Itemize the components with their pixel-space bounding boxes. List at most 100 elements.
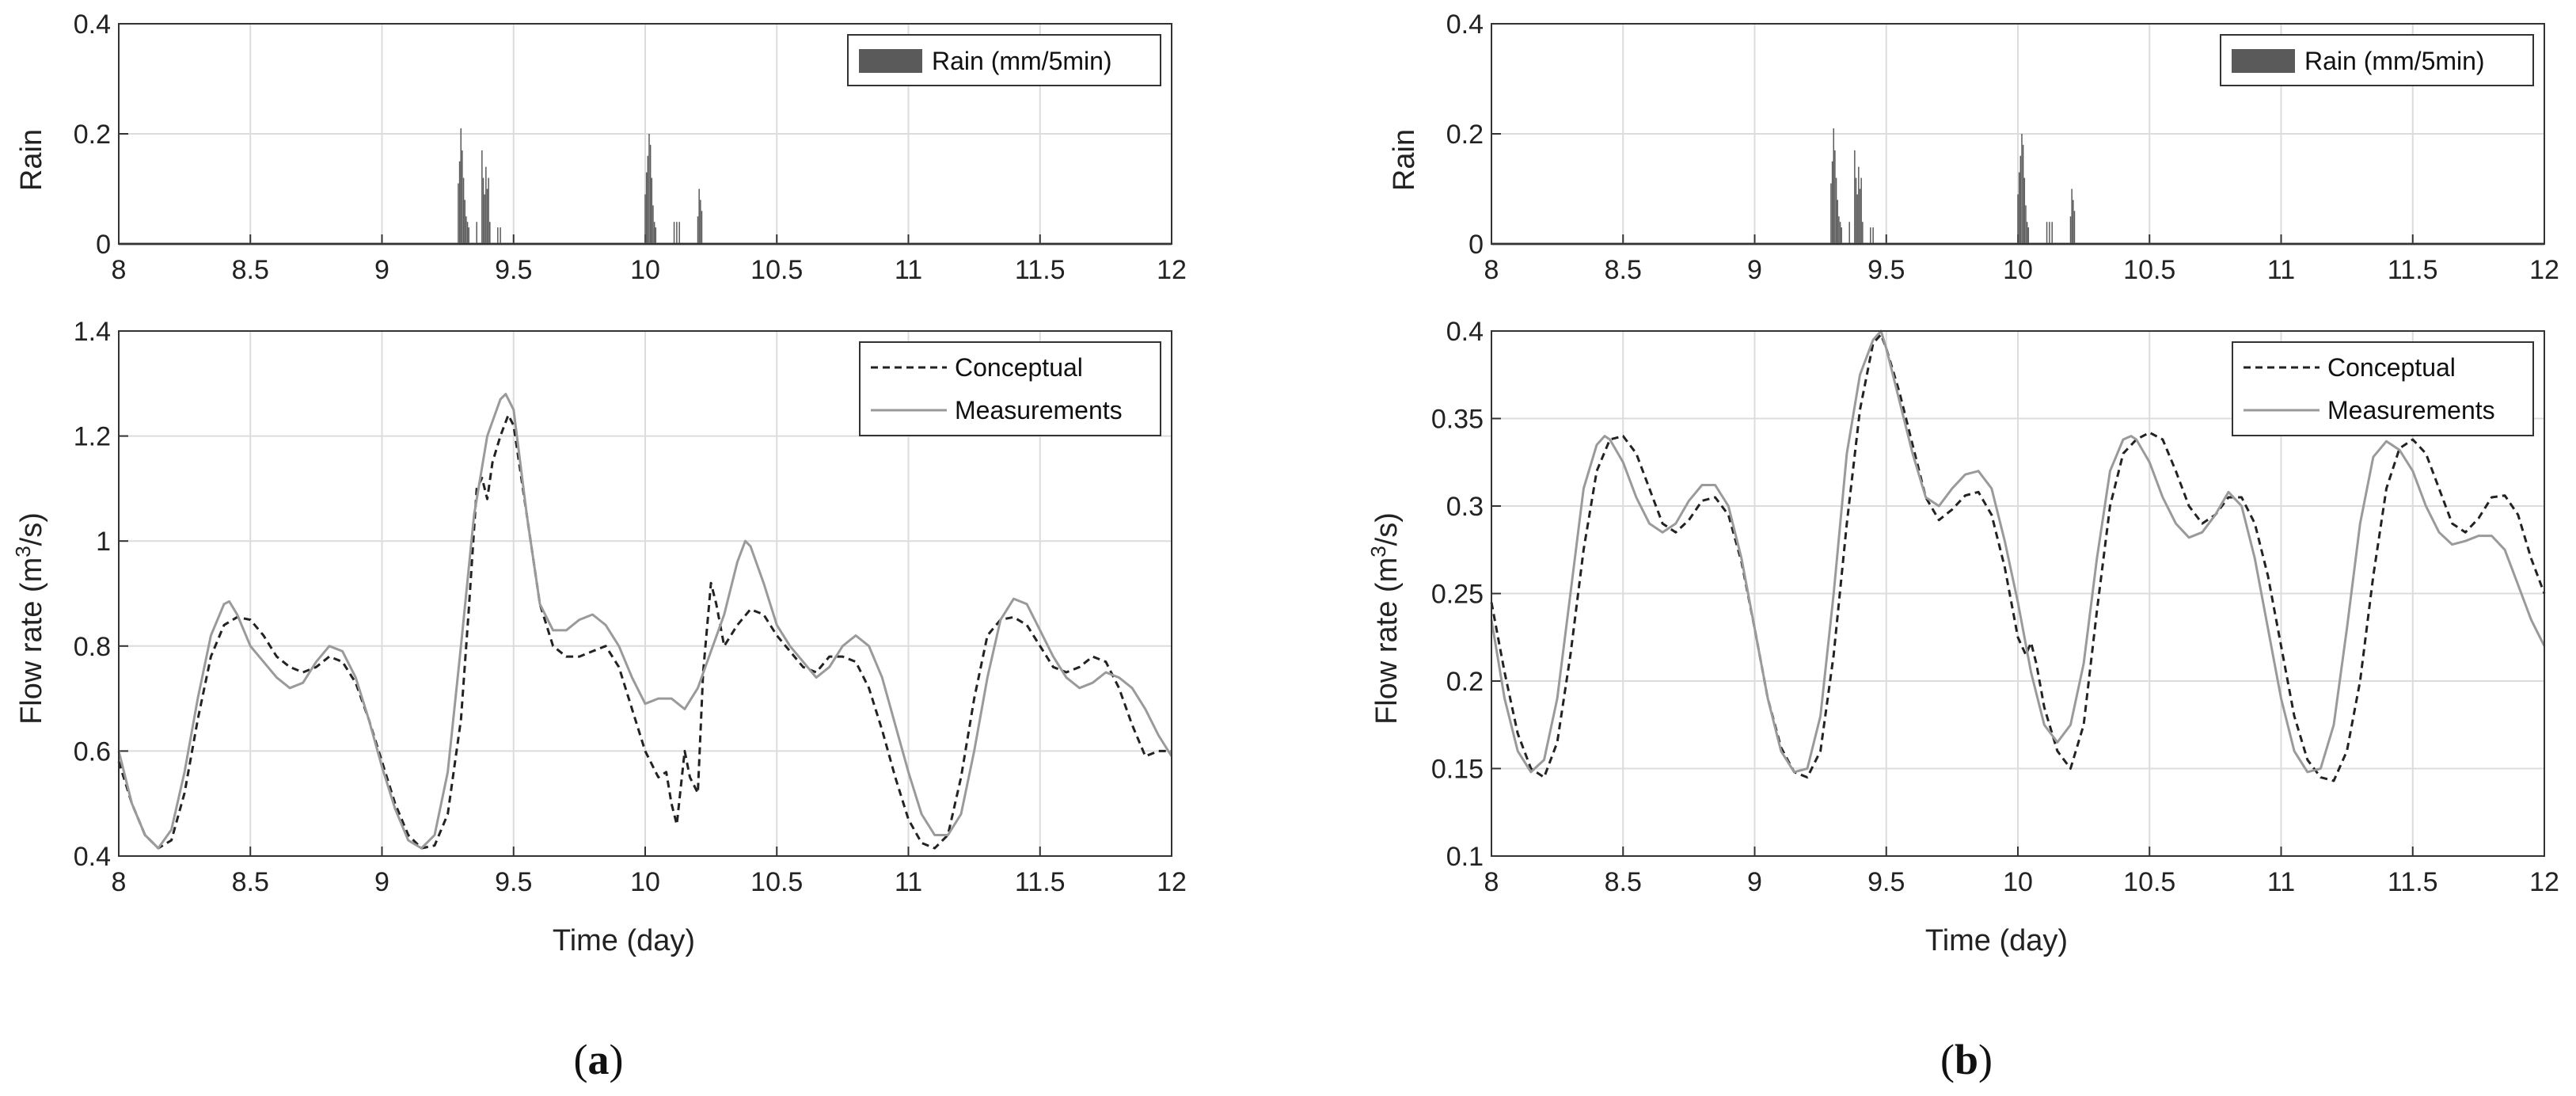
xtick-label-flow-0-0: 8 — [112, 867, 127, 897]
ytick-label-flow-1-2: 0.2 — [1446, 667, 1484, 697]
flow-ylabel-base-b: Flow rate (m — [1370, 558, 1404, 725]
flow-legend-box-b — [2232, 341, 2534, 436]
rain-bar-a-17 — [497, 227, 499, 244]
xtick-label-rain-1-3: 9.5 — [1867, 255, 1905, 285]
rain-bar-b-0 — [1830, 183, 1832, 244]
flow-legend-a: Conceptual Measurements — [859, 341, 1161, 436]
rain-bar-b-25 — [2025, 205, 2027, 244]
flow-xlabel-b: Time (day) — [1925, 924, 2068, 957]
series-line-b-conceptual — [1490, 333, 2546, 782]
series-line-b-measurements — [1490, 329, 2546, 774]
ytick-label-flow-0-4: 1.2 — [74, 422, 111, 452]
xtick-label-flow-1-7: 11.5 — [2388, 867, 2438, 897]
rain-bar-b-19 — [2017, 194, 2019, 244]
rain-bar-a-23 — [649, 144, 652, 244]
rain-bar-b-4 — [1835, 177, 1837, 244]
rain-bar-b-6 — [1838, 216, 1840, 244]
xtick-label-flow-1-3: 9.5 — [1867, 867, 1905, 897]
flow-legend-label-b-1: Measurements — [2327, 396, 2495, 424]
ytick-label-rain-1-0: 0 — [1468, 230, 1484, 260]
ytick-label-rain-1-1: 0.2 — [1446, 120, 1484, 150]
rain-bar-b-2 — [1833, 128, 1834, 244]
xtick-label-flow-1-2: 9 — [1747, 867, 1762, 897]
rain-bar-b-17 — [1870, 227, 1871, 244]
flow-frame-b — [1491, 330, 2545, 857]
rain-legend-label-b: Rain (mm/5min) — [2304, 47, 2485, 75]
ytick-label-flow-1-5: 0.35 — [1431, 405, 1484, 435]
ytick-label-flow-1-6: 0.4 — [1446, 317, 1484, 347]
rain-bar-a-33 — [700, 200, 701, 244]
rain-bar-b-18 — [1872, 227, 1874, 244]
rain-legend-b: Rain (mm/5min) — [2220, 34, 2534, 86]
ytick-label-flow-1-4: 0.3 — [1446, 492, 1484, 522]
rain-bar-b-30 — [2051, 222, 2053, 244]
xtick-label-rain-0-5: 10.5 — [750, 255, 803, 285]
flow-legend-label-b-0: Conceptual — [2327, 353, 2456, 382]
flow-xlabel-a: Time (day) — [553, 924, 695, 957]
caption-letter-b: b — [1955, 1036, 1978, 1083]
xtick-label-rain-0-6: 11 — [895, 255, 922, 285]
flow-ylabel-sup-a: 3 — [11, 546, 35, 557]
rain-bar-b-3 — [1834, 150, 1836, 244]
xtick-label-rain-0-3: 9.5 — [495, 255, 532, 285]
flow-legend-b: Conceptual Measurements — [2232, 341, 2534, 436]
caption-open-b: ( — [1940, 1036, 1955, 1083]
rain-bar-b-29 — [2049, 222, 2050, 244]
xtick-label-flow-0-1: 8.5 — [232, 867, 269, 897]
rain-bar-b-22 — [2021, 134, 2023, 244]
panel-b: Rain 8 8.5 9 9.5 10 10.5 11 11.5 12 0 0.2 0.4 Rain (… — [1366, 10, 2559, 1083]
rain-bar-b-31 — [2069, 216, 2072, 244]
caption-letter-a: a — [588, 1036, 610, 1083]
rain-frame-a — [118, 23, 1172, 245]
ytick-label-rain-0-1: 0.2 — [74, 120, 111, 150]
rain-legend-swatch-a — [859, 49, 922, 73]
flow-ylabel-tail-a: /s) — [15, 512, 48, 546]
rain-bar-b-13 — [1858, 166, 1860, 244]
rain-bar-a-22 — [648, 134, 650, 244]
rain-bar-b-27 — [2027, 227, 2030, 244]
flow-legend-label-a-0: Conceptual — [955, 353, 1083, 382]
rain-ylabel-a: Rain — [15, 129, 48, 191]
rain-bar-a-2 — [460, 128, 462, 244]
rain-bar-a-13 — [485, 166, 487, 244]
flow-plot-a: Flow rate (m3/s) Time (day) 8 8.5 9 9.5 10 10… — [11, 317, 1187, 957]
xtick-label-flow-0-4: 10 — [630, 867, 660, 897]
rain-bar-b-16 — [1862, 222, 1864, 244]
flow-ylabel-a: Flow rate (m3/s) — [11, 512, 48, 725]
xtick-label-flow-0-2: 9 — [374, 867, 389, 897]
rain-bar-b-15 — [1860, 177, 1862, 244]
xtick-label-flow-1-1: 8.5 — [1605, 867, 1642, 897]
rain-plot-b: Rain 8 8.5 9 9.5 10 10.5 11 11.5 12 0 0.2 0.4 Rain (… — [1388, 10, 2559, 285]
xtick-label-rain-1-8: 12 — [2529, 255, 2559, 285]
ytick-label-flow-0-5: 1.4 — [74, 317, 111, 347]
xtick-label-flow-0-5: 10.5 — [750, 867, 803, 897]
rain-bar-b-32 — [2071, 188, 2073, 244]
rain-bar-b-7 — [1839, 222, 1841, 244]
series-line-a-conceptual — [117, 413, 1172, 850]
panel-caption-b: (b) — [1940, 1036, 1993, 1083]
rain-bar-a-25 — [652, 205, 654, 244]
flow-frame-a — [118, 330, 1172, 857]
panel-caption-a: (a) — [574, 1036, 624, 1083]
rain-bar-a-14 — [486, 188, 488, 244]
caption-open-a: ( — [574, 1036, 588, 1083]
ytick-label-flow-1-0: 0.1 — [1446, 842, 1484, 872]
rain-bar-a-6 — [465, 216, 467, 244]
rain-frame-b — [1491, 23, 2545, 245]
rain-bar-b-34 — [2073, 211, 2076, 244]
xtick-label-flow-0-7: 11.5 — [1015, 867, 1066, 897]
rain-bar-b-1 — [1831, 161, 1833, 244]
flow-ylabel-b: Flow rate (m3/s) — [1366, 512, 1404, 725]
rain-bar-a-10 — [481, 150, 483, 244]
xtick-label-rain-0-8: 12 — [1157, 255, 1187, 285]
rain-bar-b-21 — [2019, 155, 2022, 244]
xtick-label-rain-1-0: 8 — [1484, 255, 1499, 285]
xtick-label-flow-0-6: 11 — [895, 867, 922, 897]
ytick-label-rain-0-0: 0 — [96, 230, 111, 260]
xtick-label-rain-0-2: 9 — [374, 255, 389, 285]
rain-bar-b-10 — [1854, 150, 1856, 244]
xtick-label-rain-1-6: 11 — [2267, 255, 2295, 285]
xtick-label-rain-0-7: 11.5 — [1015, 255, 1066, 285]
rain-legend-label-a: Rain (mm/5min) — [932, 47, 1112, 75]
rain-bar-b-28 — [2046, 222, 2048, 244]
